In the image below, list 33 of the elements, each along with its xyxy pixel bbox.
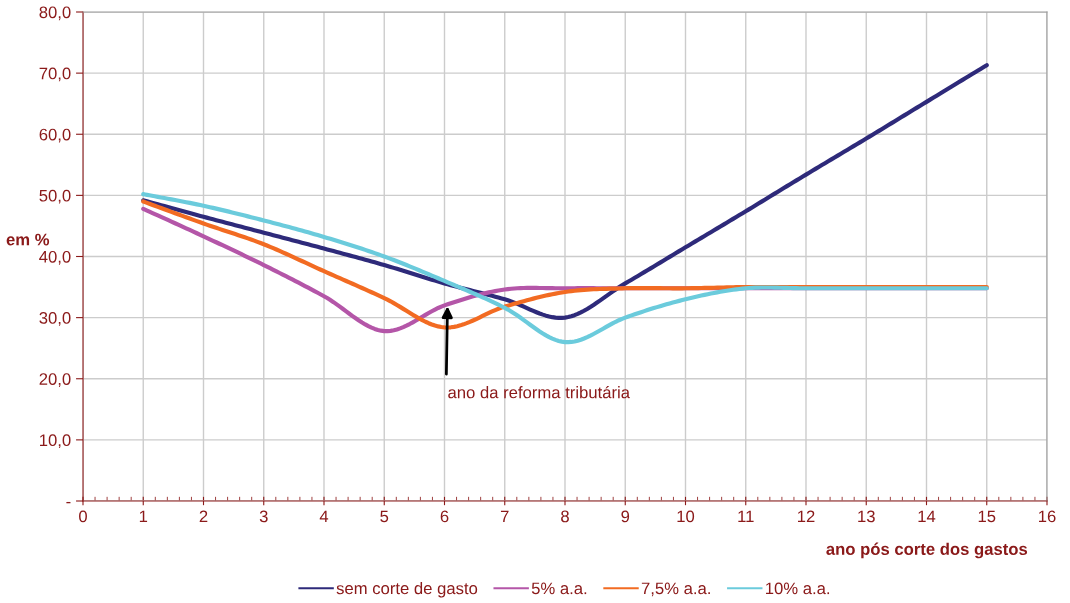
x-tick-label: 11 [738,510,754,523]
y-tick-label: 60,0 [39,128,71,143]
y-tick-label: - [66,501,71,504]
x-tick-label: 4 [319,510,329,523]
x-tick-label: 14 [918,510,936,523]
x-tick-label: 3 [259,510,268,523]
y-tick-label: 10,0 [40,434,71,449]
x-tick-label: 13 [858,510,875,523]
x-tick-label: 1 [139,510,148,523]
annotation: ano da reforma tributária [448,385,631,399]
y-tick-label: 50,0 [39,189,71,204]
x-tick-label: 0 [79,510,87,523]
y-tick-label: 30,0 [39,312,71,326]
x-axis-title: ano pós corte dos gastos [826,542,1028,559]
x-tick-label: 8 [561,510,569,523]
x-tick-label: 6 [440,510,449,523]
x-tick-label: 5 [380,510,389,523]
x-tick-label: 7 [500,510,509,523]
x-tick-label: 16 [1039,510,1056,523]
legend-label: 5% a.a. [531,582,587,595]
x-tick-label: 12 [798,510,815,523]
y-tick-label: 40,0 [39,250,71,265]
y-tick-label: 20,0 [39,373,71,387]
y-tick-label: 70,0 [39,67,71,82]
y-axis-title: em % [6,233,50,246]
x-tick-label: 9 [621,510,630,523]
legend-label: 7,5% a.a. [641,582,710,597]
x-tick-label: 2 [199,510,208,523]
y-tick-label: 80,0 [39,6,71,21]
x-tick-label: 10 [677,510,695,523]
legend-label: 10% a.a. [766,582,830,595]
x-tick-label: 15 [978,510,996,523]
legend-label: sem corte de gasto [336,582,478,598]
